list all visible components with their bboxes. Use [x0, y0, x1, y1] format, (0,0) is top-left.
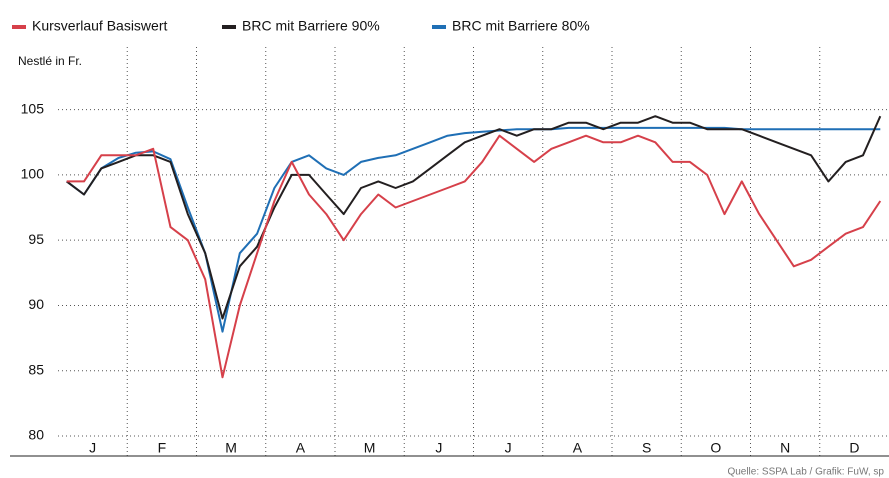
series-line — [66, 115, 882, 320]
y-tick-label: 85 — [28, 361, 44, 377]
x-tick-label: N — [780, 440, 790, 456]
x-tick-label: J — [89, 440, 96, 456]
y-tick-label: 90 — [28, 296, 44, 312]
x-tick-label: D — [849, 440, 859, 456]
y-tick-label: 100 — [21, 166, 45, 182]
x-tick-label: M — [364, 440, 376, 456]
x-tick-label: A — [573, 440, 583, 456]
x-tick-label: O — [710, 440, 721, 456]
legend-label: Kursverlauf Basiswert — [32, 18, 167, 34]
x-tick-label: M — [225, 440, 237, 456]
y-tick-label: 80 — [28, 427, 44, 443]
x-tick-label: J — [435, 440, 442, 456]
legend-label: BRC mit Barriere 90% — [242, 18, 380, 34]
x-tick-label: J — [505, 440, 512, 456]
y-axis-label: Nestlé in Fr. — [18, 54, 82, 68]
x-tick-label: F — [158, 440, 167, 456]
series-line — [66, 134, 882, 379]
x-tick-label: A — [296, 440, 306, 456]
x-tick-label: S — [642, 440, 651, 456]
y-tick-label: 105 — [21, 100, 45, 116]
series-line — [66, 126, 881, 333]
y-tick-label: 95 — [28, 231, 44, 247]
source: Quelle: SSPA Lab / Grafik: FuW, sp — [727, 467, 884, 478]
legend-label: BRC mit Barriere 80% — [452, 18, 590, 34]
